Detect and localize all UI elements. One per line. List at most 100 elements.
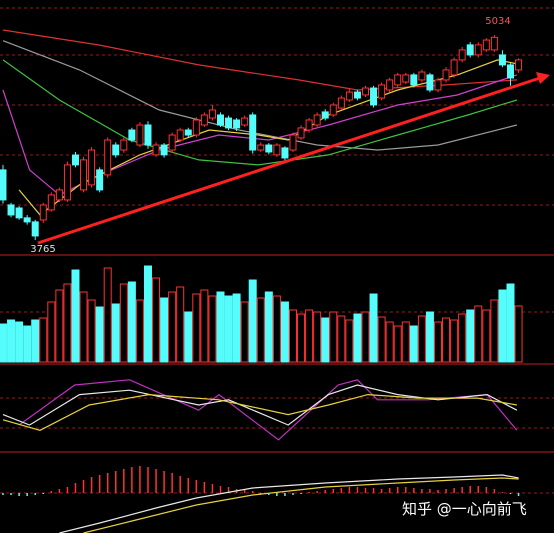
candle-body: [329, 104, 337, 116]
volume-bar: [160, 297, 169, 363]
candle-body: [410, 74, 418, 86]
line-series: [59, 474, 519, 533]
candle-body: [434, 79, 442, 91]
candle-body: [216, 114, 224, 126]
volume-bar: [393, 325, 402, 363]
volume-bar: [39, 317, 48, 363]
volume-bar: [0, 323, 7, 363]
volume-bar: [514, 305, 523, 363]
volume-bar: [490, 299, 499, 363]
candle-body: [88, 149, 96, 186]
volume-bar: [152, 277, 161, 363]
volume-bar: [466, 309, 475, 363]
volume-bar: [200, 289, 209, 363]
volume-bar: [135, 299, 144, 363]
candle-body: [0, 169, 7, 201]
volume-bar: [71, 269, 80, 363]
candle-body: [176, 129, 184, 141]
volume-bar: [442, 317, 451, 363]
candle-body: [233, 119, 241, 129]
candle-body: [47, 194, 55, 211]
volume-bar: [192, 293, 201, 363]
volume-bar: [87, 299, 96, 363]
volume-bar: [280, 301, 289, 363]
candle-body: [144, 124, 152, 146]
candle-body: [378, 84, 386, 99]
volume-bar: [256, 297, 265, 363]
line-series: [2, 29, 517, 91]
candle-body: [96, 169, 104, 191]
candle-body: [321, 111, 329, 119]
volume-bar: [385, 321, 394, 363]
volume-bar: [216, 291, 225, 363]
candle-body: [184, 129, 192, 136]
candle-body: [104, 139, 112, 176]
volume-bar: [23, 325, 32, 363]
volume-bar: [450, 319, 459, 363]
line-series: [18, 59, 522, 216]
volume-bar: [232, 293, 241, 363]
candle-body: [112, 144, 120, 156]
low-label: 3765: [30, 244, 55, 255]
candle-body: [289, 134, 297, 151]
candle-body: [208, 109, 216, 119]
volume-bar: [31, 319, 40, 363]
volume-bar: [458, 313, 467, 363]
volume-bar: [208, 295, 217, 363]
volume-bar: [425, 311, 434, 363]
volume-bar: [95, 306, 104, 363]
plot-layer: [0, 29, 523, 533]
volume-bar: [345, 319, 354, 363]
volume-bar: [176, 286, 185, 363]
volume-bar: [321, 317, 330, 363]
candle-body: [80, 159, 88, 191]
volume-bar: [297, 313, 306, 363]
volume-bar: [433, 321, 442, 363]
candle-body: [313, 114, 321, 126]
volume-bar: [313, 311, 322, 363]
volume-bar: [498, 289, 507, 363]
candle-body: [39, 204, 47, 221]
volume-bar: [288, 309, 297, 363]
high-label: 5034: [485, 16, 510, 27]
volume-bar: [409, 325, 418, 363]
volume-bar: [417, 315, 426, 363]
volume-bar: [506, 283, 515, 363]
candle-body: [370, 87, 378, 106]
volume-bar: [63, 283, 72, 363]
candle-body: [7, 204, 15, 216]
volume-bar: [55, 289, 64, 363]
volume-bar: [248, 279, 257, 363]
volume-bar: [7, 319, 16, 363]
candle-body: [281, 147, 289, 159]
candle-body: [474, 44, 482, 56]
candle-body: [273, 144, 281, 156]
candle-body: [225, 117, 233, 129]
candle-body: [136, 124, 144, 146]
volume-bar: [103, 267, 112, 363]
watermark: 知乎 @一心向前飞: [402, 500, 527, 518]
line-series: [18, 379, 518, 441]
candle-body: [426, 74, 434, 91]
volume-bar: [329, 311, 338, 363]
candle-body: [160, 144, 168, 156]
candle-body: [152, 144, 160, 156]
volume-bar: [143, 265, 152, 363]
candle-body: [482, 39, 490, 51]
volume-bar: [79, 291, 88, 363]
candle-body: [15, 207, 23, 219]
candle-body: [337, 97, 345, 109]
candle-body: [386, 79, 394, 91]
volume-bar: [337, 315, 346, 363]
candle-body: [361, 87, 369, 96]
line-series: [2, 59, 518, 166]
volume-bar: [377, 316, 386, 363]
volume-bar: [305, 309, 314, 363]
trend-line: [37, 76, 541, 245]
volume-bar: [184, 311, 193, 363]
candle-body: [490, 36, 498, 51]
candle-body: [305, 119, 313, 131]
volume-bar: [264, 291, 273, 363]
candle-body: [402, 74, 410, 83]
